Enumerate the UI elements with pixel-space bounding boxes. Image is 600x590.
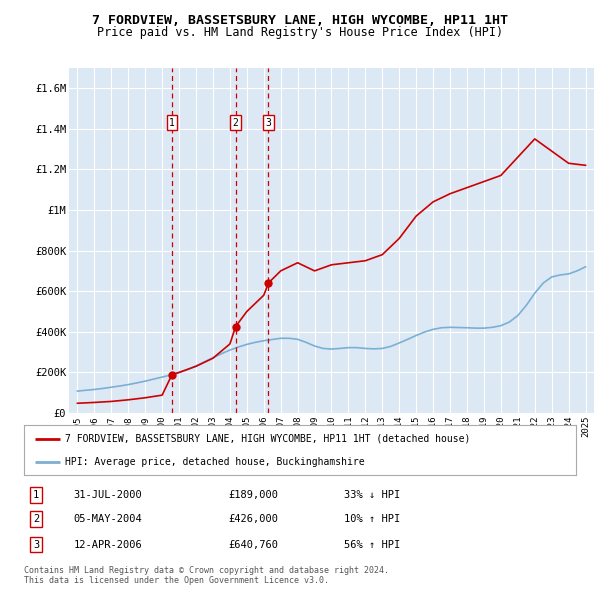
Text: £640,760: £640,760 (228, 539, 278, 549)
Text: 3: 3 (266, 117, 271, 127)
Text: 3: 3 (33, 539, 39, 549)
Text: 1: 1 (169, 117, 175, 127)
Text: 2: 2 (33, 514, 39, 524)
Text: 05-MAY-2004: 05-MAY-2004 (74, 514, 142, 524)
Text: Contains HM Land Registry data © Crown copyright and database right 2024.
This d: Contains HM Land Registry data © Crown c… (24, 566, 389, 585)
Text: 31-JUL-2000: 31-JUL-2000 (74, 490, 142, 500)
Text: 33% ↓ HPI: 33% ↓ HPI (344, 490, 400, 500)
Text: £189,000: £189,000 (228, 490, 278, 500)
Text: 10% ↑ HPI: 10% ↑ HPI (344, 514, 400, 524)
Text: 56% ↑ HPI: 56% ↑ HPI (344, 539, 400, 549)
Text: HPI: Average price, detached house, Buckinghamshire: HPI: Average price, detached house, Buck… (65, 457, 365, 467)
Text: Price paid vs. HM Land Registry's House Price Index (HPI): Price paid vs. HM Land Registry's House … (97, 26, 503, 39)
Text: 2: 2 (233, 117, 239, 127)
Text: 7 FORDVIEW, BASSETSBURY LANE, HIGH WYCOMBE, HP11 1HT: 7 FORDVIEW, BASSETSBURY LANE, HIGH WYCOM… (92, 14, 508, 27)
Text: 12-APR-2006: 12-APR-2006 (74, 539, 142, 549)
Text: £426,000: £426,000 (228, 514, 278, 524)
Text: 1: 1 (33, 490, 39, 500)
Text: 7 FORDVIEW, BASSETSBURY LANE, HIGH WYCOMBE, HP11 1HT (detached house): 7 FORDVIEW, BASSETSBURY LANE, HIGH WYCOM… (65, 434, 471, 444)
